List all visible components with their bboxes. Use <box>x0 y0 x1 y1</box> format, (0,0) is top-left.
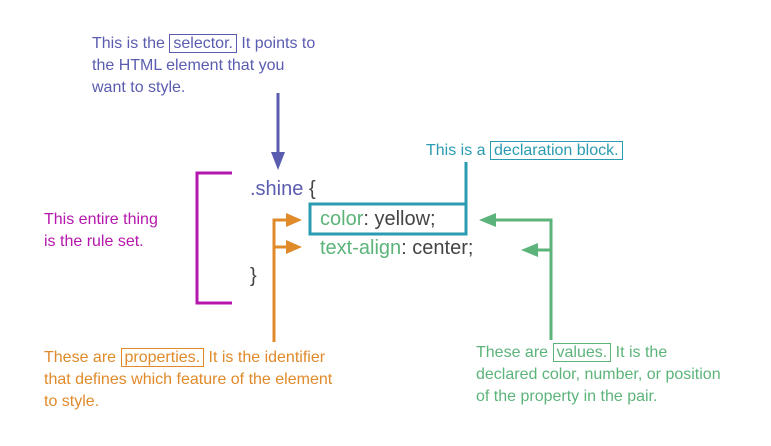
values-note-line1-rest: It is the <box>611 344 668 361</box>
values-arrowhead-2 <box>521 243 538 257</box>
declaration-note-pre: This is a <box>426 142 486 159</box>
selector-note-line2: the HTML element that you <box>92 57 285 74</box>
values-note-pre: These are <box>476 344 549 361</box>
code-close-brace: } <box>250 265 257 287</box>
selector-note-line1-rest: It points to <box>236 35 316 52</box>
properties-note: These are properties. It is the identifi… <box>44 347 332 413</box>
values-arrowhead-1 <box>479 213 496 227</box>
properties-note-line3: to style. <box>44 393 100 410</box>
code-separator-1: : <box>363 208 375 230</box>
values-bracket-line <box>492 218 553 340</box>
properties-note-pre: These are <box>44 349 117 366</box>
code-open-brace: { <box>308 178 316 200</box>
declaration-note: This is a declaration block. <box>426 140 623 162</box>
properties-note-line1-rest: It is the identifier <box>204 349 326 366</box>
code-selector-line: .shine { <box>250 176 316 202</box>
values-term: values. <box>552 343 612 362</box>
code-declaration-2: text-align: center; <box>320 235 473 261</box>
ruleset-note-line1: This entire thing <box>44 211 158 228</box>
code-selector: .shine <box>250 178 304 200</box>
code-close-brace-line: } <box>250 263 257 289</box>
properties-note-line2: that defines which feature of the elemen… <box>44 371 333 388</box>
declaration-block-box <box>308 202 468 236</box>
values-note-line3: of the property in the pair. <box>476 388 658 405</box>
selector-arrowhead <box>271 152 285 170</box>
properties-arrowhead-2 <box>286 240 302 254</box>
declaration-term: declaration block. <box>490 141 623 160</box>
selector-note-line3: want to style. <box>92 79 186 96</box>
properties-bracket-line <box>272 218 290 342</box>
code-property-text-align: text-align <box>320 237 402 259</box>
ruleset-note: This entire thing is the rule set. <box>44 209 158 253</box>
ruleset-note-line2: is the rule set. <box>44 233 144 250</box>
selector-note-pre: This is the <box>92 35 165 52</box>
properties-term: properties. <box>120 348 205 367</box>
code-value-center: center; <box>412 237 474 259</box>
code-property-color: color <box>320 208 364 230</box>
values-note-line2: declared color, number, or position <box>476 366 721 383</box>
code-separator-2: : <box>401 237 413 259</box>
selector-note: This is the selector. It points to the H… <box>92 33 315 99</box>
ruleset-bracket <box>195 171 232 305</box>
values-note: These are values. It is the declared col… <box>476 342 721 408</box>
code-declaration-1: color: yellow; <box>320 206 436 232</box>
selector-term: selector. <box>169 34 237 53</box>
properties-arrowhead-1 <box>286 213 302 227</box>
code-value-yellow: yellow; <box>374 208 436 230</box>
